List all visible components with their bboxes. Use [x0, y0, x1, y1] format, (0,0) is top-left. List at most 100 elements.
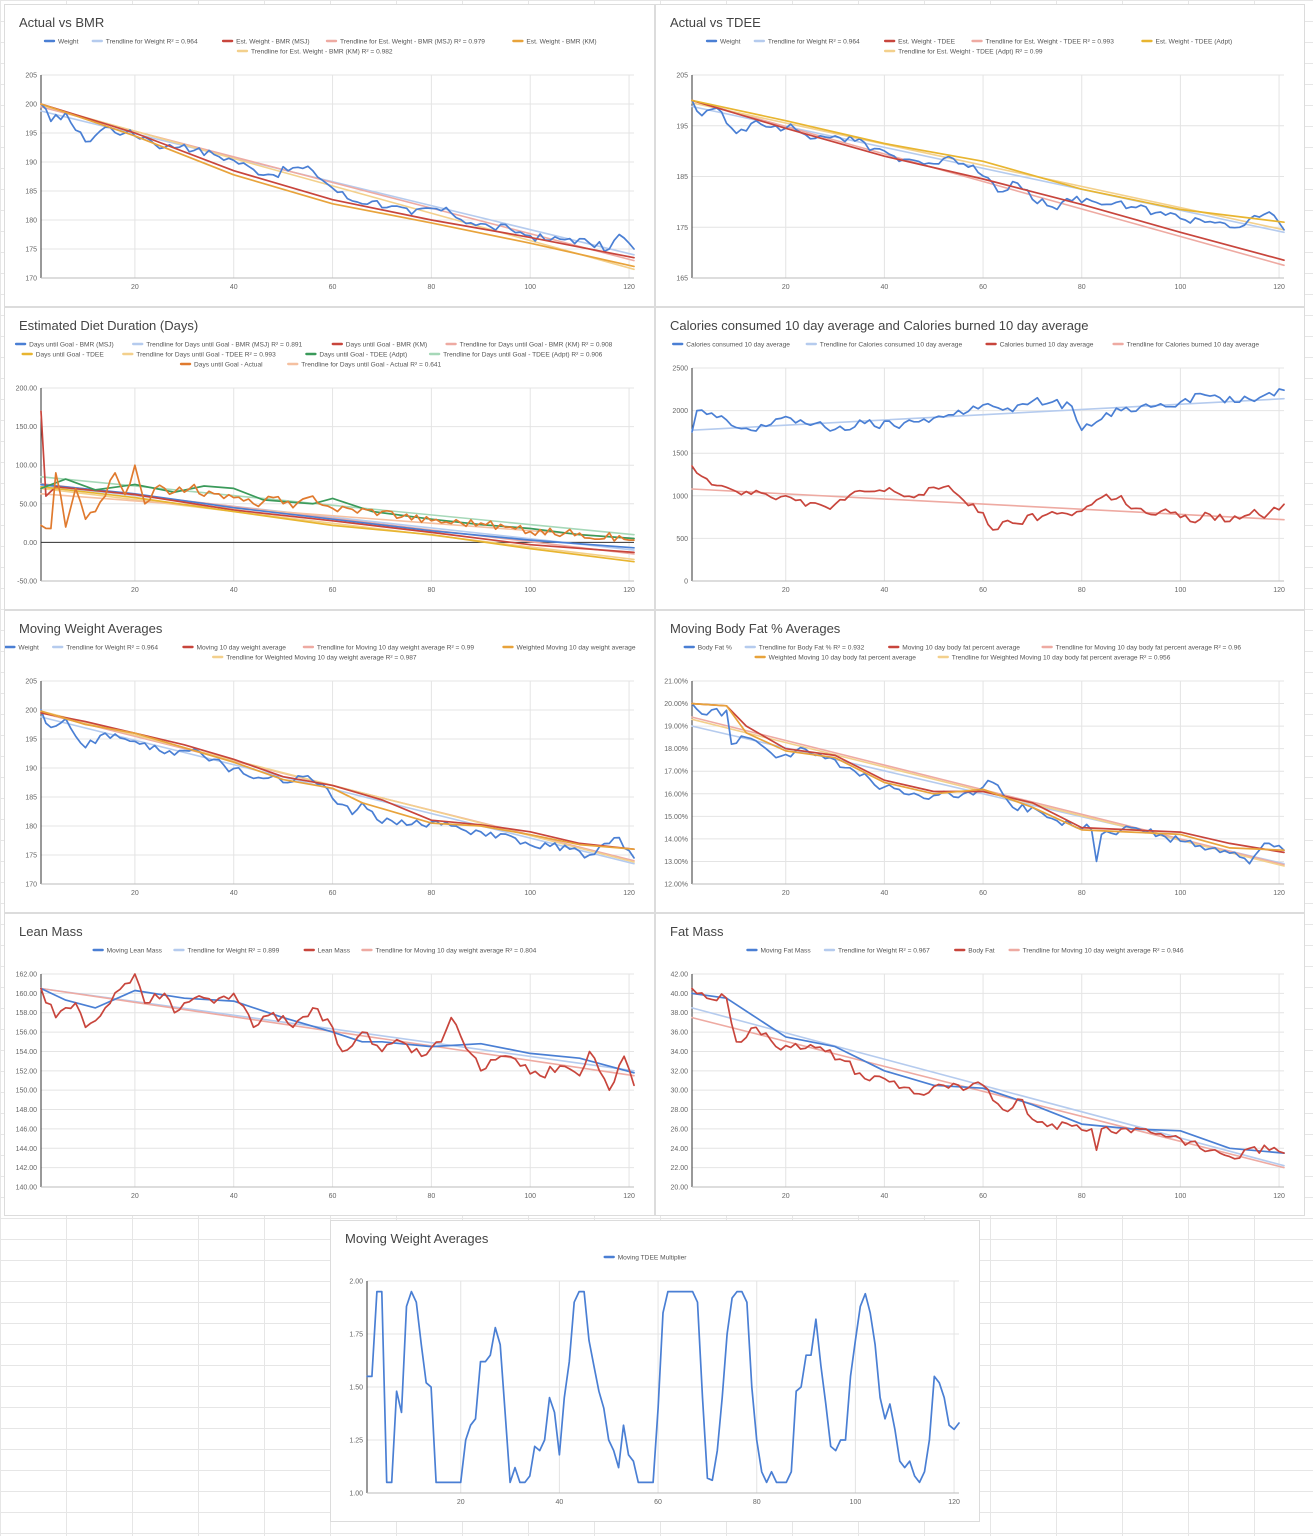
legend-item-trendline-for-weight-r-0-967[interactable]: Trendline for Weight R² = 0.967	[823, 947, 930, 954]
legend-item-est-weight-bmr-msj[interactable]: Est. Weight - BMR (MSJ)	[221, 38, 310, 45]
legend-item-trendline-for-weighted-moving-10-day-bod[interactable]: Trendline for Weighted Moving 10 day bod…	[937, 654, 1171, 661]
y-tick-label: 1.00	[349, 1491, 363, 1498]
legend-item-weight[interactable]: Weight	[705, 38, 741, 45]
legend-item-days-until-goal-tdee-adpt[interactable]: Days until Goal - TDEE (Adpt)	[305, 351, 407, 358]
legend-item-trendline-for-calories-burned-10-day-ave[interactable]: Trendline for Calories burned 10 day ave…	[1112, 341, 1260, 348]
y-tick-label: 154.00	[16, 1049, 38, 1056]
x-tick-label: 80	[753, 1499, 761, 1506]
series-line-body-fat	[691, 987, 1285, 1160]
chart-moving-body-fat-averages[interactable]: Moving Body Fat % Averages Body Fat % Tren…	[655, 610, 1305, 913]
y-tick-label: 1.75	[349, 1332, 363, 1339]
x-tick-label: 20	[131, 587, 139, 594]
legend-label: Trendline for Days until Goal - BMR (KM)…	[460, 341, 613, 348]
x-tick-label: 20	[457, 1499, 465, 1506]
y-tick-label: 205	[676, 73, 688, 80]
chart-title: Actual vs TDEE	[670, 15, 761, 30]
y-tick-label: 158.00	[16, 1010, 38, 1017]
legend-label: Trendline for Moving 10 day body fat per…	[1056, 644, 1242, 651]
chart-moving-weight-averages[interactable]: Moving Weight Averages Weight Trendline fo…	[4, 610, 655, 913]
legend-label: Trendline for Moving 10 day weight avera…	[317, 644, 475, 651]
legend-item-est-weight-tdee[interactable]: Est. Weight - TDEE	[883, 38, 956, 45]
legend-item-body-fat[interactable]: Body Fat	[954, 947, 995, 954]
legend-item-est-weight-tdee-adpt[interactable]: Est. Weight - TDEE (Adpt)	[1141, 38, 1232, 45]
chart-actual-vs-bmr[interactable]: Actual vs BMR Weight Trendline for Weight …	[4, 4, 655, 307]
x-tick-label: 100	[1175, 587, 1187, 594]
legend-item-trendline-for-weighted-moving-10-day-wei[interactable]: Trendline for Weighted Moving 10 day wei…	[211, 654, 417, 661]
legend-item-est-weight-bmr-km[interactable]: Est. Weight - BMR (KM)	[512, 38, 597, 45]
y-tick-label: 1.50	[349, 1385, 363, 1392]
series-line-trendline-for-est-weight-tdee-r-0-993	[691, 99, 1285, 267]
legend-label: Days until Goal - TDEE	[36, 351, 105, 358]
y-tick-label: 20.00%	[664, 701, 688, 708]
legend-item-weight[interactable]: Weight	[5, 644, 39, 651]
legend-item-calories-consumed-10-day-average[interactable]: Calories consumed 10 day average	[672, 341, 790, 348]
chart-svg: Weight Trendline for Weight R² = 0.964 Est…	[25, 38, 635, 291]
legend-item-moving-10-day-weight-average[interactable]: Moving 10 day weight average	[182, 644, 287, 651]
y-tick-label: 34.00	[670, 1049, 688, 1056]
legend-item-trendline-for-calories-consumed-10-day-a[interactable]: Trendline for Calories consumed 10 day a…	[805, 341, 963, 348]
legend-item-moving-10-day-body-fat-percent-average[interactable]: Moving 10 day body fat percent average	[888, 644, 1020, 651]
legend-item-days-until-goal-actual[interactable]: Days until Goal - Actual	[179, 361, 263, 368]
x-tick-label: 80	[427, 284, 435, 291]
x-tick-label: 100	[524, 284, 536, 291]
chart-calories-averages[interactable]: Calories consumed 10 day average and Cal…	[655, 307, 1305, 610]
legend-item-trendline-for-days-until-goal-bmr-km-r-0[interactable]: Trendline for Days until Goal - BMR (KM)…	[445, 341, 613, 348]
legend-item-days-until-goal-bmr-msj[interactable]: Days until Goal - BMR (MSJ)	[14, 341, 114, 348]
legend-item-days-until-goal-tdee[interactable]: Days until Goal - TDEE	[21, 351, 105, 358]
legend-item-calories-burned-10-day-average[interactable]: Calories burned 10 day average	[985, 341, 1094, 348]
legend-item-trendline-for-days-until-goal-tdee-adpt-[interactable]: Trendline for Days until Goal - TDEE (Ad…	[428, 351, 603, 358]
x-tick-label: 100	[1175, 284, 1187, 291]
legend-item-moving-fat-mass[interactable]: Moving Fat Mass	[746, 947, 811, 954]
legend-item-weighted-moving-10-day-weight-average[interactable]: Weighted Moving 10 day weight average	[502, 644, 636, 651]
x-tick-label: 40	[881, 1193, 889, 1200]
series-line-calories-consumed-10-day-average	[691, 388, 1285, 433]
x-tick-label: 60	[979, 1193, 987, 1200]
legend-item-trendline-for-body-fat-r-0-932[interactable]: Trendline for Body Fat % R² = 0.932	[744, 644, 865, 651]
chart-estimated-diet-duration[interactable]: Estimated Diet Duration (Days) Days until…	[4, 307, 655, 610]
chart-actual-vs-tdee[interactable]: Actual vs TDEE Weight Trendline for Weight…	[655, 4, 1305, 307]
y-tick-label: -50.00	[17, 579, 37, 586]
legend-item-body-fat[interactable]: Body Fat %	[683, 644, 732, 651]
chart-fat-mass[interactable]: Fat Mass Moving Fat Mass Trendline for Wei…	[655, 913, 1305, 1216]
y-tick-label: 100.00	[16, 463, 38, 470]
legend-item-trendline-for-days-until-goal-actual-r-0[interactable]: Trendline for Days until Goal - Actual R…	[287, 361, 442, 368]
y-tick-label: 162.00	[16, 972, 38, 979]
legend-item-moving-lean-mass[interactable]: Moving Lean Mass	[92, 947, 163, 954]
legend-item-moving-tdee-multiplier[interactable]: Moving TDEE Multiplier	[603, 1254, 688, 1261]
legend-item-trendline-for-moving-10-day-weight-avera[interactable]: Trendline for Moving 10 day weight avera…	[302, 644, 475, 651]
y-tick-label: 20.00	[670, 1185, 688, 1192]
legend-item-trendline-for-days-until-goal-bmr-msj-r-[interactable]: Trendline for Days until Goal - BMR (MSJ…	[131, 341, 303, 348]
x-tick-label: 20	[782, 1193, 790, 1200]
legend-item-weighted-moving-10-day-body-fat-percent-[interactable]: Weighted Moving 10 day body fat percent …	[754, 654, 917, 661]
y-tick-label: 16.00%	[664, 791, 688, 798]
y-tick-label: 200	[25, 708, 37, 715]
legend-item-trendline-for-weight-r-0-964[interactable]: Trendline for Weight R² = 0.964	[91, 38, 198, 45]
legend-item-trendline-for-weight-r-0-964[interactable]: Trendline for Weight R² = 0.964	[52, 644, 158, 651]
legend-label: Moving 10 day weight average	[197, 644, 287, 651]
legend-item-days-until-goal-bmr-km[interactable]: Days until Goal - BMR (KM)	[331, 341, 427, 348]
legend-item-weight[interactable]: Weight	[43, 38, 79, 45]
legend-item-trendline-for-est-weight-bmr-km-r-0-982[interactable]: Trendline for Est. Weight - BMR (KM) R² …	[236, 48, 393, 55]
legend-item-trendline-for-weight-r-0-964[interactable]: Trendline for Weight R² = 0.964	[753, 38, 860, 45]
legend-item-trendline-for-est-weight-tdee-adpt-r-0-9[interactable]: Trendline for Est. Weight - TDEE (Adpt) …	[883, 48, 1043, 55]
x-tick-label: 80	[427, 587, 435, 594]
y-tick-label: 180	[25, 824, 37, 831]
legend-item-trendline-for-moving-10-day-body-fat-per[interactable]: Trendline for Moving 10 day body fat per…	[1041, 644, 1242, 651]
legend-item-trendline-for-moving-10-day-weight-avera[interactable]: Trendline for Moving 10 day weight avera…	[1008, 947, 1184, 954]
legend-item-trendline-for-est-weight-bmr-msj-r-0-979[interactable]: Trendline for Est. Weight - BMR (MSJ) R²…	[325, 38, 485, 45]
series-line-est-weight-bmr-km	[40, 103, 635, 268]
y-tick-label: 175	[25, 853, 37, 860]
series-line-trendline-for-days-until-goal-tdee-r-0-9	[40, 487, 635, 561]
legend-item-trendline-for-weight-r-0-899[interactable]: Trendline for Weight R² = 0.899	[173, 947, 280, 954]
chart-svg: Calories consumed 10 day average Trendlin…	[672, 341, 1285, 594]
legend-item-trendline-for-days-until-goal-tdee-r-0-9[interactable]: Trendline for Days until Goal - TDEE R² …	[122, 351, 276, 358]
legend-item-trendline-for-est-weight-tdee-r-0-993[interactable]: Trendline for Est. Weight - TDEE R² = 0.…	[971, 38, 1115, 45]
legend-item-lean-mass[interactable]: Lean Mass	[303, 947, 351, 954]
chart-lean-mass[interactable]: Lean Mass Moving Lean Mass Trendline for W…	[4, 913, 655, 1216]
x-tick-label: 80	[1078, 284, 1086, 291]
y-tick-label: 1000	[672, 493, 688, 500]
x-tick-label: 20	[782, 890, 790, 897]
chart-moving-tdee-multiplier[interactable]: Moving Weight Averages Moving TDEE Multip…	[330, 1220, 980, 1522]
legend-item-trendline-for-moving-10-day-weight-avera[interactable]: Trendline for Moving 10 day weight avera…	[361, 947, 537, 954]
y-tick-label: 190	[25, 160, 37, 167]
